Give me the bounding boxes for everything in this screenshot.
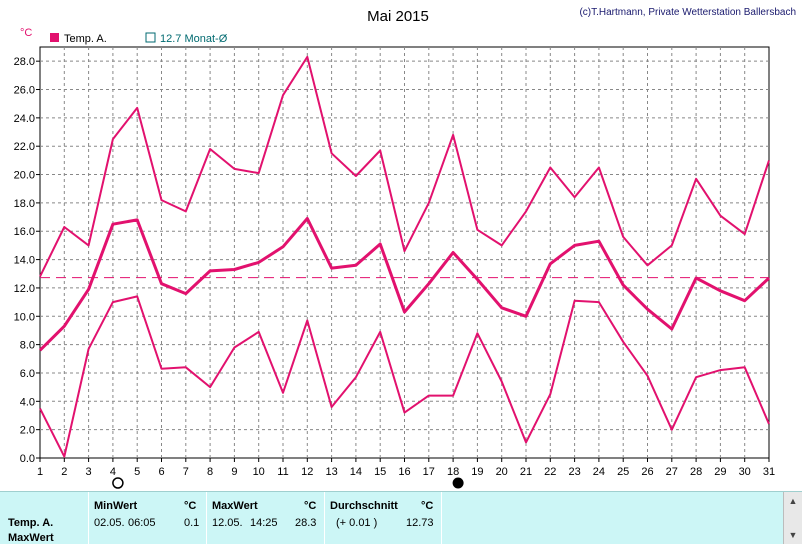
series-line-mean [38, 217, 771, 352]
x-tick-label: 25 [617, 466, 629, 478]
y-tick-label: 16.0 [14, 226, 35, 238]
x-tick-label: 11 [277, 466, 288, 478]
x-tick-label: 14 [350, 466, 362, 478]
x-tick-label: 22 [544, 466, 556, 478]
y-axis-ticks: 0.0 2.0 4.0 6.0 8.0 10.0 12.0 14.0 16.0 18.0 20.0 2… [14, 56, 40, 465]
vertical-scrollbar[interactable]: ▲ ▼ [783, 492, 802, 544]
min-date: 02.05. [94, 517, 125, 529]
max-header: MaxWert [212, 500, 258, 512]
x-tick-label: 6 [158, 466, 164, 478]
x-tick-label: 29 [714, 466, 726, 478]
chart-title: Mai 2015 [367, 8, 429, 25]
average-delta: (+ 0.01 ) [336, 517, 378, 529]
x-tick-label: 28 [690, 466, 702, 478]
x-tick-label: 19 [471, 466, 483, 478]
legend-swatch-average [145, 32, 156, 43]
new-moon-icon [452, 477, 464, 489]
temperature-chart: Mai 2015 (c)T.Hartmann, Private Wetterst… [14, 7, 796, 489]
full-moon-icon [112, 477, 124, 489]
x-tick-label: 10 [253, 466, 265, 478]
x-tick-label: 31 [763, 466, 775, 478]
max-value: 28.3 [295, 517, 317, 529]
row-label: Temp. A. [8, 517, 54, 529]
scroll-down-arrow-icon[interactable]: ▼ [788, 530, 798, 540]
x-tick-label: 9 [231, 466, 237, 478]
y-tick-label: 2.0 [20, 425, 35, 437]
y-tick-label: 14.0 [14, 255, 35, 267]
legend-swatch-temp [50, 33, 59, 42]
y-tick-label: 24.0 [14, 113, 35, 125]
min-time: 06:05 [128, 517, 156, 529]
y-tick-label: 22.0 [14, 141, 35, 153]
y-tick-label: 26.0 [14, 85, 35, 97]
y-tick-label: 6.0 [20, 368, 35, 380]
min-unit: °C [184, 500, 197, 512]
max-date: 12.05. [212, 517, 243, 529]
y-tick-label: 12.0 [14, 283, 35, 295]
max-time: 14:25 [250, 517, 278, 529]
x-tick-label: 27 [666, 466, 678, 478]
x-tick-label: 16 [398, 466, 410, 478]
max-unit: °C [304, 500, 317, 512]
average-value: 12.73 [406, 517, 434, 529]
x-tick-label: 17 [423, 466, 435, 478]
x-tick-label: 13 [325, 466, 337, 478]
legend-label-average: 12.7 Monat-Ø [160, 33, 228, 45]
series-line-max [39, 55, 770, 278]
x-tick-label: 3 [86, 466, 92, 478]
x-tick-label: 26 [641, 466, 653, 478]
series-lines [38, 55, 771, 458]
x-tick-label: 12 [301, 466, 313, 478]
y-axis-unit-label: °C [20, 27, 32, 39]
moon-phase-markers [112, 477, 464, 489]
legend-label-temp: Temp. A. [64, 33, 107, 45]
x-tick-label: 2 [61, 466, 67, 478]
x-tick-label: 8 [207, 466, 213, 478]
scroll-up-arrow-icon[interactable]: ▲ [788, 496, 798, 506]
x-tick-label: 18 [447, 466, 459, 478]
y-tick-label: 8.0 [20, 340, 35, 352]
y-tick-label: 0.0 [20, 453, 35, 465]
legend: Temp. A. 12.7 Monat-Ø [50, 32, 228, 45]
x-tick-label: 1 [37, 466, 43, 478]
average-header: Durchschnitt [330, 500, 398, 512]
stats-panel: Temp. A. MaxWert MinWert °C 02.05. 06:05… [0, 491, 802, 544]
x-tick-label: 30 [739, 466, 751, 478]
y-tick-label: 18.0 [14, 198, 35, 210]
y-tick-label: 20.0 [14, 170, 35, 182]
x-tick-label: 23 [568, 466, 580, 478]
x-tick-label: 7 [183, 466, 189, 478]
x-tick-label: 15 [374, 466, 386, 478]
y-tick-label: 10.0 [14, 311, 35, 323]
chart-credit: (c)T.Hartmann, Private Wetterstation Bal… [579, 7, 796, 18]
x-tick-label: 4 [110, 466, 116, 478]
x-axis-ticks: 1 2 3 4 5 6 7 8 9 10 11 12 13 14 15 16 17 18 19 20 21 22 23 24 2… [37, 458, 775, 478]
vertical-gridlines [63, 47, 746, 458]
min-header: MinWert [94, 500, 138, 512]
min-value: 0.1 [184, 517, 200, 529]
series-line-min [39, 295, 770, 458]
average-unit: °C [421, 500, 434, 512]
y-tick-label: 4.0 [20, 396, 35, 408]
x-tick-label: 20 [496, 466, 508, 478]
x-tick-label: 21 [520, 466, 532, 478]
y-tick-label: 28.0 [14, 56, 35, 68]
row-label-secondary: MaxWert [8, 532, 54, 544]
horizontal-gridlines [40, 60, 769, 431]
x-tick-label: 5 [134, 466, 140, 478]
x-tick-label: 24 [593, 466, 605, 478]
